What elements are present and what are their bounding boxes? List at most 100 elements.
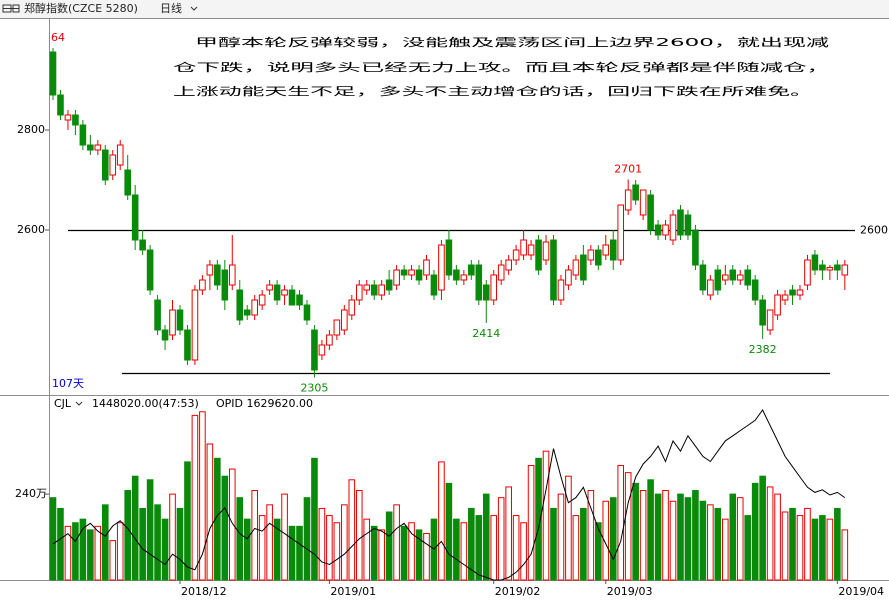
candle-body <box>49 51 57 96</box>
volume-bar <box>72 522 79 581</box>
candle-body <box>759 299 766 326</box>
candle-body <box>624 189 632 211</box>
volume-bar <box>490 515 498 581</box>
volume-bar <box>550 507 557 581</box>
x-tick-label: 2019/03 <box>607 585 653 598</box>
y-tick-label: 2800 <box>17 123 45 136</box>
candle-body <box>206 264 214 276</box>
volume-bar <box>714 507 722 581</box>
volume-bar <box>841 529 849 581</box>
dropdown-arrow <box>190 6 198 11</box>
candle-body <box>236 289 244 321</box>
candle-body <box>751 279 759 301</box>
volume-bar <box>273 518 281 581</box>
candle-body <box>557 279 565 301</box>
volume-bar <box>781 511 789 581</box>
volume-bar <box>341 504 348 581</box>
candle-body <box>109 154 117 176</box>
candle-body <box>191 289 199 361</box>
volume-bar <box>243 518 251 581</box>
candle-body <box>744 269 752 286</box>
extreme-label: 2305 <box>300 382 328 395</box>
candle-body <box>146 249 154 291</box>
candle-body <box>512 249 520 261</box>
volume-bar <box>206 443 214 581</box>
volume-bar <box>423 532 430 581</box>
candle-body <box>72 114 79 126</box>
candle-body <box>273 284 281 301</box>
y-tick-label: 2600 <box>17 223 45 236</box>
candle-body <box>445 239 453 276</box>
volume-bar <box>826 518 834 581</box>
volume-bar <box>214 457 221 581</box>
candle-body <box>214 264 221 286</box>
volume-bar <box>654 493 662 581</box>
volume-bar <box>281 493 288 581</box>
volume-bar <box>520 522 527 581</box>
candle-body <box>729 269 737 281</box>
candle-body <box>94 144 102 151</box>
title-bar <box>0 0 889 18</box>
volume-bar <box>318 507 326 581</box>
volume-bar <box>415 529 423 581</box>
candle-body <box>296 294 303 306</box>
candle-body <box>602 244 610 256</box>
candle-body <box>617 204 625 261</box>
days-label: 107天 <box>52 377 84 390</box>
volume-bar <box>468 507 475 581</box>
volume-bar <box>49 497 57 581</box>
candle-body <box>87 144 94 151</box>
candle-body <box>841 264 849 276</box>
candle-body <box>834 264 841 271</box>
candle-body <box>774 294 781 316</box>
volume-bar <box>176 507 184 581</box>
candle-body <box>632 184 639 201</box>
candle-body <box>714 269 722 291</box>
volume-bar <box>146 479 154 581</box>
volume-bar <box>535 457 542 581</box>
candle-body <box>707 279 714 296</box>
candle-body <box>430 274 438 296</box>
menu-icon[interactable] <box>2 4 20 13</box>
candle-body <box>587 249 595 261</box>
candle-body <box>804 259 811 286</box>
volume-bar <box>759 475 766 581</box>
volume-bar <box>408 522 415 581</box>
volume-bar <box>393 504 400 581</box>
period[interactable]: 日线 <box>160 1 182 15</box>
volume-bar <box>258 515 266 581</box>
candle-body <box>333 319 341 336</box>
volume-bar <box>221 475 229 581</box>
candle-body <box>266 284 273 291</box>
candle-body <box>520 239 527 256</box>
candle-body <box>400 269 408 276</box>
candle-body <box>639 189 647 216</box>
candle-body <box>654 224 662 236</box>
candle-body <box>722 274 729 281</box>
volume-bar <box>236 497 244 581</box>
volume-bar <box>707 504 714 581</box>
candle-body <box>288 289 296 306</box>
volume-bar <box>131 475 139 581</box>
volume-bar <box>348 479 356 581</box>
candle-body <box>57 94 64 116</box>
candle-body <box>699 264 707 291</box>
candle-body <box>243 309 251 316</box>
volume-bar <box>64 525 72 581</box>
volume-bar <box>363 518 371 581</box>
candle-body <box>497 264 505 281</box>
candle-body <box>139 239 146 251</box>
volume-bar <box>684 497 692 581</box>
volume-bar <box>565 475 572 581</box>
candle-body <box>251 299 258 316</box>
volume-bar <box>632 482 639 581</box>
volume-label[interactable]: CJL <box>54 397 72 410</box>
candle-body <box>393 269 400 286</box>
candle-body <box>490 274 498 301</box>
candle-body <box>595 249 602 266</box>
volume-bar <box>497 497 505 581</box>
volume-bar <box>587 490 595 581</box>
volume-bar <box>729 493 737 581</box>
candle-body <box>303 304 311 321</box>
candle-body <box>565 269 572 286</box>
